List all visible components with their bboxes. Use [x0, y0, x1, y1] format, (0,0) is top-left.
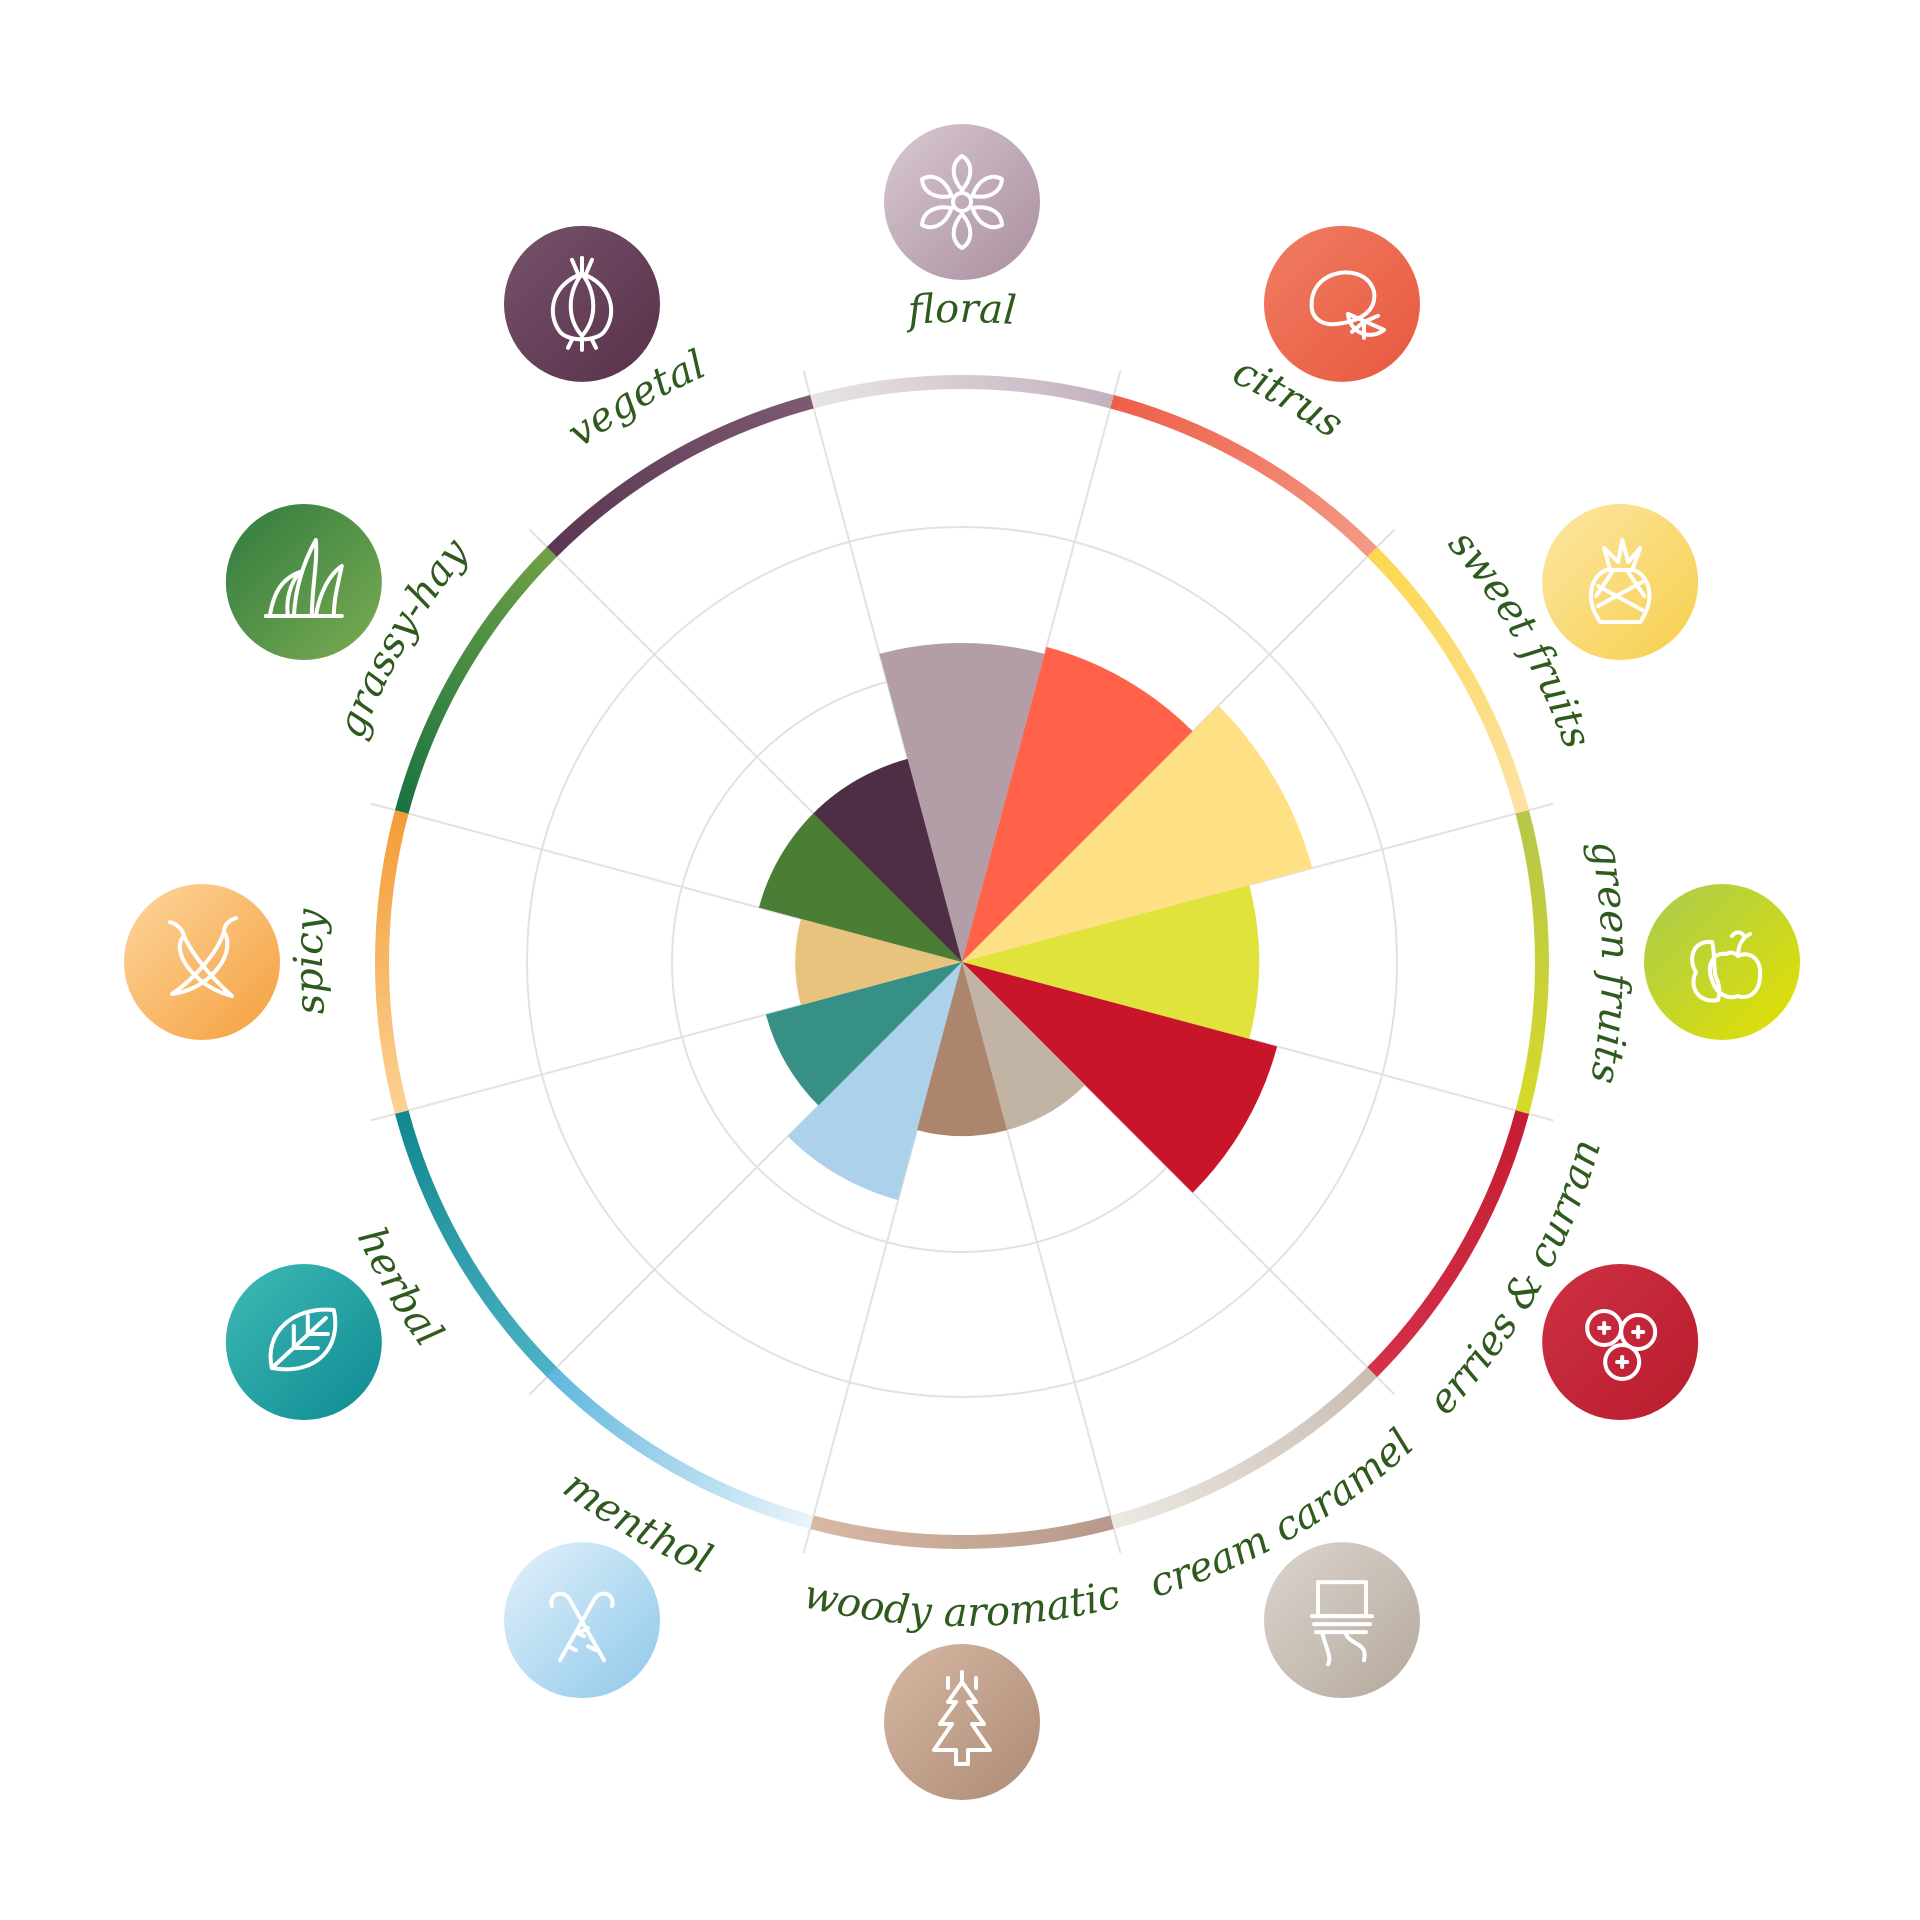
ring-segment-citrus	[1110, 395, 1378, 557]
ring-segment-grassy-hay	[395, 546, 557, 814]
flower-icon-glyph	[920, 154, 1004, 250]
wedge-herbal	[765, 962, 962, 1106]
lemon-icon	[1264, 225, 1420, 382]
chili-icon-glyph	[168, 916, 238, 998]
icon-badge-vegetal	[504, 225, 660, 382]
category-color-ring	[375, 375, 1550, 1550]
ring-segment-spicy	[375, 810, 409, 1114]
chili-icon	[124, 884, 280, 1040]
data-wedges	[758, 643, 1313, 1201]
label-floral: floral	[904, 286, 1018, 334]
leaf-icon	[225, 1264, 382, 1420]
wedge-sweet-fruits	[962, 705, 1313, 962]
ring-segment-cream-caramel	[1110, 1367, 1378, 1530]
grass-icon	[225, 504, 382, 660]
candy-cane-icon	[504, 1542, 660, 1699]
berries-icon-glyph	[1585, 1309, 1658, 1381]
wedge-cream-caramel	[962, 962, 1086, 1131]
icon-badge-cream-caramel	[1264, 1542, 1420, 1699]
wedge-green-fruits	[962, 885, 1260, 1039]
lemon-icon-glyph	[1309, 270, 1386, 340]
flower-icon	[884, 124, 1040, 280]
pineapple-icon-glyph	[1589, 538, 1652, 624]
ring-segment-floral	[810, 375, 1114, 409]
icon-badge-citrus	[1264, 225, 1420, 382]
wedge-berries-currant	[962, 962, 1278, 1193]
tree-icon	[884, 1644, 1040, 1800]
ring-segment-green-fruits	[1515, 810, 1550, 1114]
grid-circle-3	[526, 526, 1398, 1398]
label-woody-aromatic: woody aromatic	[800, 1571, 1125, 1636]
onion-icon	[504, 225, 660, 382]
icon-badge-woody-aromatic	[884, 1644, 1040, 1800]
leaf-icon-glyph	[268, 1307, 338, 1372]
ring-segment-sweet-fruits	[1367, 546, 1530, 814]
icon-badge-berries-currant	[1542, 1264, 1699, 1420]
wedge-woody-aromatic	[916, 962, 1008, 1136]
label-green-fruits: green fruits	[1581, 837, 1638, 1087]
cream-icon-glyph	[1310, 1580, 1374, 1667]
grass-icon-glyph	[263, 538, 344, 618]
wedge-spicy	[795, 918, 962, 1006]
onion-icon-glyph	[550, 255, 614, 352]
candy-cane-icon-glyph	[549, 1591, 615, 1663]
ring-segment-menthol	[546, 1367, 814, 1530]
icon-badge-green-fruits	[1644, 884, 1800, 1040]
icon-badge-grassy-hay	[225, 504, 382, 660]
cream-icon	[1264, 1542, 1420, 1699]
pineapple-icon	[1542, 504, 1699, 660]
icon-badge-floral	[884, 124, 1040, 280]
ring-segment-woody-aromatic	[810, 1515, 1114, 1550]
wedge-grassy-hay	[758, 813, 962, 962]
ring-segment-herbal	[395, 1110, 557, 1378]
wedge-vegetal	[813, 758, 962, 962]
ring-segment-berries-currant	[1367, 1110, 1530, 1378]
pear-apple-icon	[1644, 884, 1800, 1040]
category-icons	[124, 124, 1800, 1800]
label-berries-currant: berries & currant	[0, 0, 1610, 1424]
wedge-citrus	[962, 646, 1193, 962]
berries-icon	[1542, 1264, 1699, 1420]
icon-badge-sweet-fruits	[1542, 504, 1699, 660]
label-spicy: spicy	[286, 906, 334, 1016]
wedge-floral	[879, 643, 1045, 962]
tree-icon-glyph	[932, 1670, 992, 1766]
wedge-menthol	[787, 962, 962, 1201]
icon-badge-herbal	[225, 1264, 382, 1420]
ring-segment-vegetal	[546, 395, 814, 557]
pear-apple-icon-glyph	[1690, 930, 1763, 1003]
